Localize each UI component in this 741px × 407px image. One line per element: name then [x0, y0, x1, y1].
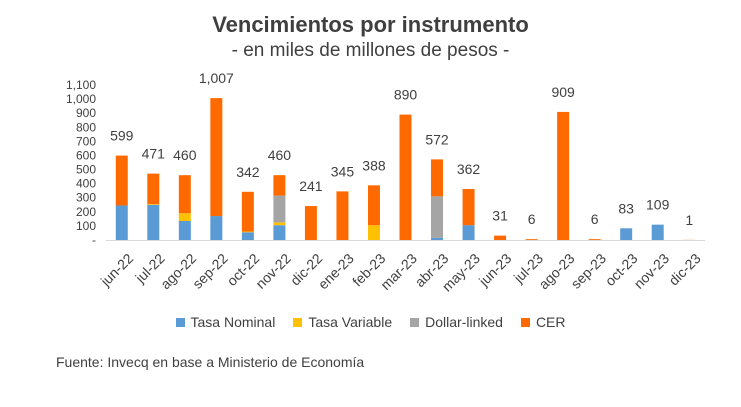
y-tick-label: 100 [76, 219, 96, 233]
data-label-total: 83 [618, 200, 634, 216]
data-label-total: 345 [331, 163, 355, 179]
chart-title: Vencimientos por instrumento [212, 12, 529, 37]
chart-legend: Tasa Nominal Tasa Variable Dollar-linked… [0, 314, 741, 330]
y-tick-label: 800 [76, 120, 96, 134]
legend-label: CER [535, 314, 566, 330]
data-label-total: 1,007 [199, 70, 234, 86]
legend-swatch [175, 317, 185, 327]
data-label-total: 572 [425, 131, 449, 147]
bar-segment-tasa-nominal [620, 228, 633, 240]
bar-segment-cer [557, 111, 570, 240]
bar-segment-tasa-variable [178, 213, 191, 221]
bar-segment-cer [273, 175, 286, 196]
bar-segment-cer [210, 98, 223, 217]
bar-segment-cer [462, 188, 475, 226]
y-tick-label: - [92, 233, 96, 247]
x-tick-label: dic-23 [665, 250, 703, 288]
source-note: Fuente: Invecq en base a Ministerio de E… [56, 354, 365, 370]
legend-item-tasa-variable: Tasa Variable [293, 314, 392, 330]
bar-segment-tasa-nominal [147, 204, 160, 240]
x-tick-label: ago-22 [157, 250, 199, 292]
data-label-total: 342 [236, 164, 260, 180]
y-tick-label: 1,100 [66, 78, 96, 92]
data-label-total: 31 [492, 208, 508, 224]
bar-segment-cer [588, 239, 601, 240]
x-tick-label: nov-22 [252, 250, 294, 292]
legend-swatch [520, 317, 530, 327]
bar-segment-cer [147, 173, 160, 205]
bar-segment-cer [336, 191, 349, 240]
data-label-total: 388 [362, 157, 386, 173]
y-tick-label: 900 [76, 106, 96, 120]
y-tick-label: 400 [76, 177, 96, 191]
bar-segment-cer [304, 206, 317, 240]
x-tick-label: jun-22 [97, 250, 137, 290]
legend-label: Tasa Variable [308, 314, 393, 330]
bar-segment-tasa-nominal [651, 224, 664, 240]
data-label-total: 460 [173, 147, 197, 163]
bar-segment-dollar-linked [273, 195, 286, 223]
bar-segment-tasa-nominal [273, 225, 286, 240]
bar-segment-tasa-nominal [115, 205, 128, 240]
x-tick-label: sep-22 [189, 250, 231, 292]
bar-segment-cer [241, 191, 254, 232]
bar-segment-tasa-nominal [178, 220, 191, 240]
data-label-total: 362 [457, 161, 481, 177]
bar-segment-tasa-variable [147, 204, 160, 205]
bar-segment-tasa-nominal [431, 237, 444, 240]
bar-segment-tasa-variable [241, 231, 254, 233]
bar-segment-tasa-nominal [210, 216, 223, 240]
legend-swatch [410, 317, 420, 327]
bar-segment-tasa-nominal [462, 225, 475, 240]
data-label-total: 6 [528, 211, 536, 227]
bar-segment-tasa-variable [367, 225, 380, 240]
bar-segment-dollar-linked [431, 196, 444, 238]
data-label-total: 1 [685, 212, 693, 228]
bar-segment-cer [399, 114, 412, 240]
chart-subtitle: - en miles de millones de pesos - [231, 40, 510, 61]
y-tick-label: 500 [76, 163, 96, 177]
bar-segment-cer [178, 175, 191, 214]
y-tick-label: 1,000 [66, 92, 96, 106]
data-label-total: 460 [268, 147, 292, 163]
legend-label: Dollar-linked [425, 314, 503, 330]
data-label-total: 6 [591, 211, 599, 227]
data-label-total: 599 [110, 128, 134, 144]
bar-segment-cer [367, 185, 380, 226]
legend-item-dollar-linked: Dollar-linked [410, 314, 503, 330]
legend-item-cer: CER [520, 314, 566, 330]
bar-segment-tasa-nominal [241, 232, 254, 240]
bar-segment-cer [525, 239, 538, 240]
y-tick-label: 700 [76, 134, 96, 148]
bar-segment-tasa-variable [273, 222, 286, 226]
legend-label: Tasa Nominal [190, 314, 276, 330]
data-label-total: 241 [299, 178, 323, 194]
data-label-total: 109 [646, 197, 670, 213]
y-tick-label: 600 [76, 148, 96, 162]
data-label-total: 471 [142, 146, 166, 162]
x-tick-label: ago-23 [535, 250, 577, 292]
data-label-total: 909 [551, 84, 575, 100]
x-tick-label: sep-23 [568, 250, 610, 292]
x-tick-label: nov-23 [631, 250, 673, 292]
x-tick-label: ene-23 [315, 250, 357, 292]
legend-item-tasa-nominal: Tasa Nominal [175, 314, 276, 330]
x-tick-label: jun-23 [475, 250, 515, 290]
bar-segment-cer [431, 159, 444, 197]
x-tick-label: mar-23 [377, 250, 420, 293]
legend-swatch [293, 317, 303, 327]
bar-segment-cer [115, 155, 128, 206]
y-tick-label: 300 [76, 191, 96, 205]
data-label-total: 890 [394, 87, 418, 103]
bar-segment-cer [494, 235, 507, 240]
y-tick-label: 200 [76, 205, 96, 219]
